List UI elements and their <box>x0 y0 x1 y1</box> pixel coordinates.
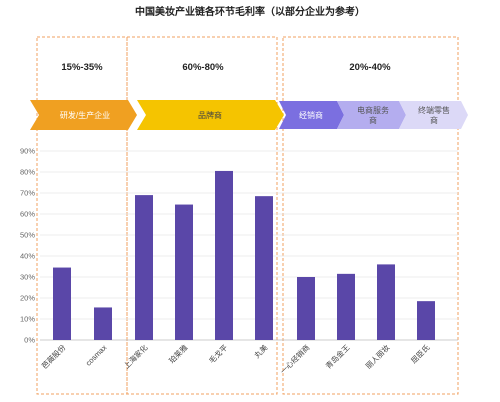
category-label: 丽人丽妆 <box>363 342 392 371</box>
bars-layer <box>53 170 435 340</box>
chart-title: 中国美妆产业链各环节毛利率（以部分企业为参考） <box>135 5 365 18</box>
group-box-research <box>36 36 128 395</box>
category-label: cosmax <box>84 343 109 368</box>
range-label-channel: 20%-40% <box>349 62 391 73</box>
y-tick-label: 50% <box>20 231 35 240</box>
category-label: 上海家化 <box>121 342 150 371</box>
stage-label-retail-line1: 终端零售 <box>418 105 450 115</box>
category-label: 珀莱雅 <box>166 342 189 365</box>
category-label: 丸美 <box>252 342 270 360</box>
bar-毛戈平 <box>215 170 233 340</box>
stage-label-retail-line2: 商 <box>430 115 438 125</box>
stage-label-distributor: 经销商 <box>299 110 323 120</box>
bar-一心经销商 <box>297 277 315 340</box>
stage-label-research: 研发/生产企业 <box>60 110 110 120</box>
stage-label-ecommerce-line2: 商 <box>369 115 377 125</box>
stage-arrow-ecommerce <box>337 101 406 129</box>
group-box-channel <box>282 36 459 395</box>
y-tick-label: 70% <box>20 189 35 198</box>
y-tick-label: 80% <box>20 168 35 177</box>
y-tick-label: 40% <box>20 252 35 261</box>
bar-上海家化 <box>135 195 153 340</box>
bar-芭薇股份 <box>53 267 71 340</box>
stage-arrow-distributor <box>279 101 344 129</box>
stage-arrow-brand <box>137 100 284 130</box>
range-label-brand: 60%-80% <box>182 62 224 73</box>
bar-珀莱雅 <box>175 204 193 340</box>
category-label: 屈臣氏 <box>409 343 432 366</box>
category-label: 青岛金王 <box>323 342 352 371</box>
category-label: 毛戈平 <box>206 342 229 365</box>
bar-cosmax <box>94 307 112 340</box>
stage-label-brand: 品牌商 <box>198 110 222 120</box>
y-tick-label: 20% <box>20 294 35 303</box>
stage-label-ecommerce-line1: 电商服务 <box>357 105 389 115</box>
stage-arrow-retail <box>399 101 468 129</box>
bar-屈臣氏 <box>417 301 435 340</box>
category-label: 芭薇股份 <box>39 342 68 371</box>
y-tick-label: 0% <box>24 336 35 345</box>
y-tick-label: 60% <box>20 210 35 219</box>
bar-丸美 <box>255 196 273 340</box>
bar-青岛金王 <box>337 273 355 340</box>
group-box-brand <box>126 36 278 395</box>
stage-arrow-research <box>30 100 137 130</box>
y-tick-label: 30% <box>20 273 35 282</box>
bar-丽人丽妆 <box>377 264 395 340</box>
y-tick-label: 10% <box>20 315 35 324</box>
y-tick-label: 90% <box>20 147 35 156</box>
range-label-research: 15%-35% <box>61 62 103 73</box>
